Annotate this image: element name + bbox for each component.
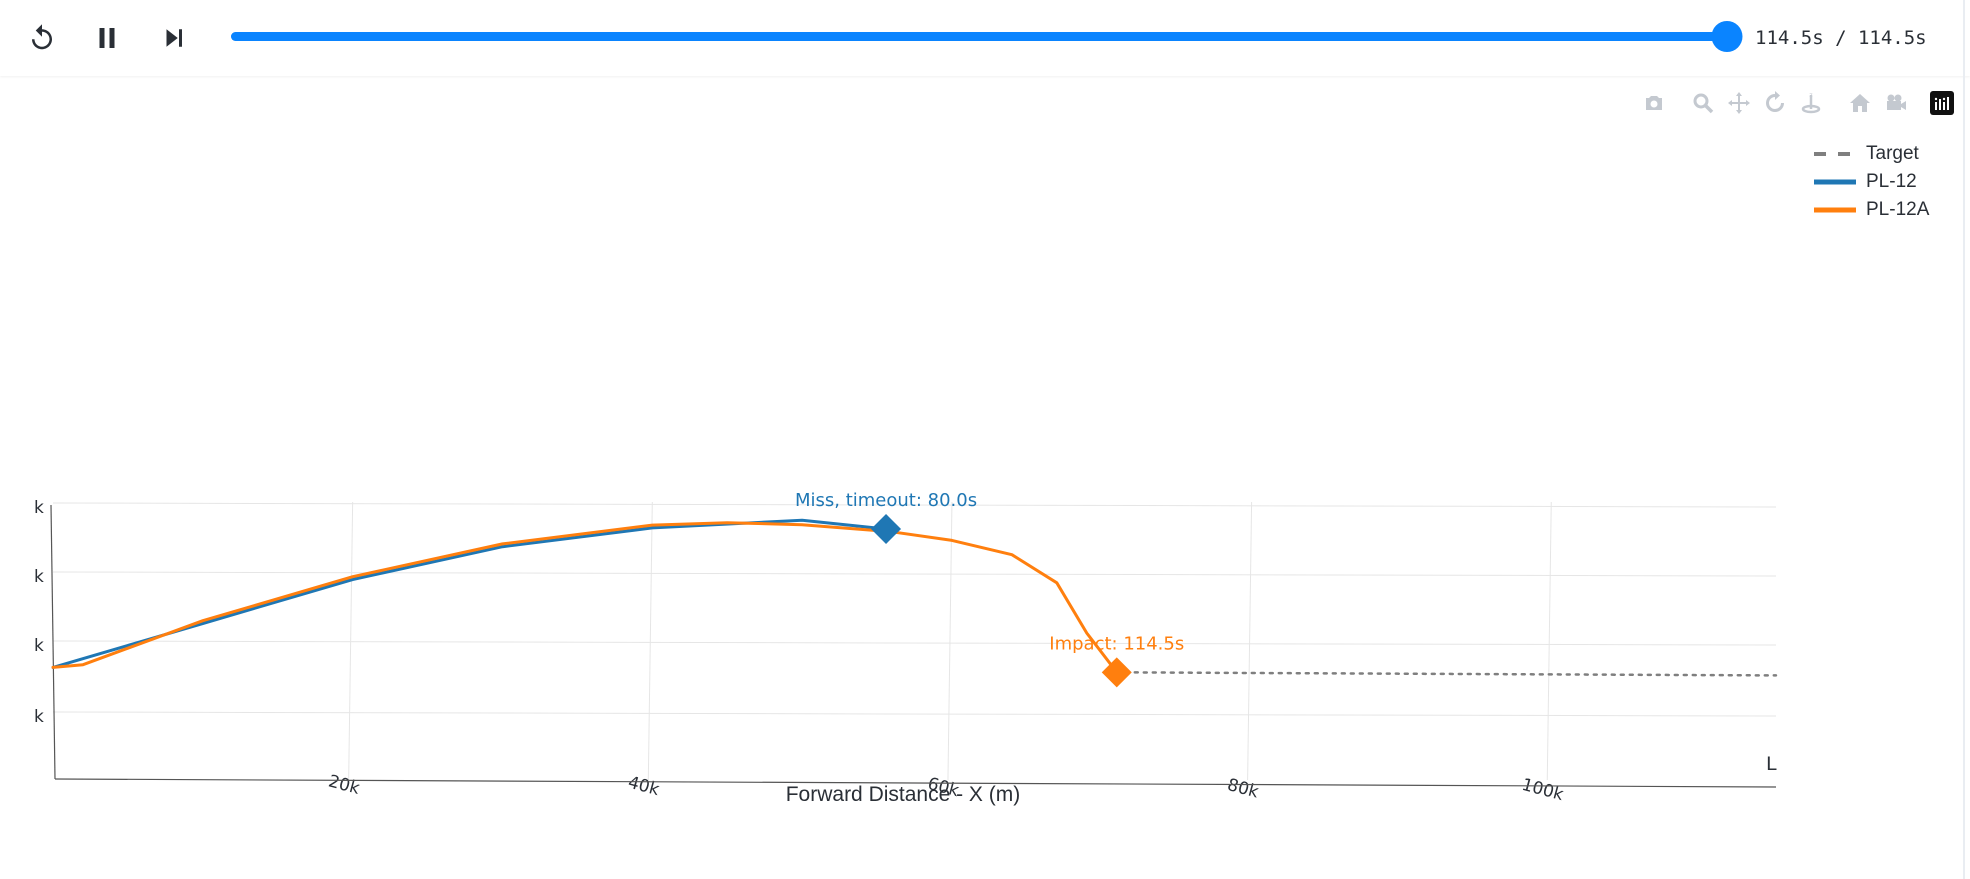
legend-label: PL-12 (1866, 171, 1917, 192)
pause-icon (99, 28, 115, 48)
legend-item-target[interactable]: Target (1812, 140, 1962, 168)
series-line-target (1115, 671, 1778, 677)
legend-label: Target (1866, 143, 1919, 164)
y-grid-line (52, 502, 1777, 508)
x-tick-label: 20k (326, 771, 362, 799)
chart-modebar: z (0, 89, 1970, 119)
y-grid-line (52, 711, 1777, 717)
page-scroll-edge (1963, 0, 1965, 879)
endpoint-annotation: Miss, timeout: 80.0s (795, 490, 977, 511)
x-tick-label: 40k (626, 773, 662, 801)
y-tick-label: k (34, 498, 44, 518)
legend-swatch (1814, 152, 1856, 156)
x-tick-label: 100k (1520, 775, 1566, 805)
skip-to-end-icon (166, 29, 182, 47)
time-readout: 114.5s / 114.5s (1755, 27, 1927, 49)
x-grid-line (647, 501, 653, 781)
reset-camera-icon[interactable] (1882, 89, 1910, 117)
camera-icon[interactable] (1640, 89, 1668, 117)
endpoint-marker (1101, 657, 1132, 688)
y-tick-label: k (34, 636, 44, 656)
y-grid-line (52, 640, 1777, 646)
pause-button[interactable] (87, 18, 127, 58)
zoom-icon[interactable] (1689, 89, 1717, 117)
home-icon[interactable] (1846, 89, 1874, 117)
legend-label: PL-12A (1866, 199, 1930, 220)
x-grid-line (947, 501, 953, 781)
endpoint-marker (871, 513, 902, 544)
x-grid-line (348, 501, 354, 781)
playback-toolbar: 114.5s / 114.5s (0, 0, 1970, 76)
skip-to-end-button[interactable] (154, 18, 194, 58)
y-grid-line (52, 571, 1777, 577)
pan-icon[interactable] (1725, 89, 1753, 117)
svg-text:z: z (1809, 92, 1812, 99)
plotly-logo-icon[interactable] (1928, 89, 1956, 117)
x-tick-label: 80k (1225, 775, 1261, 803)
series-line-pl-12a (51, 521, 1119, 674)
turntable-rotation-icon[interactable]: z (1797, 89, 1825, 117)
x-axis-line (54, 778, 1777, 788)
legend-swatch (1814, 179, 1856, 185)
legend-item-pl-12a[interactable]: PL-12A (1812, 196, 1962, 224)
x-axis-title: Forward Distance - X (m) (786, 783, 1021, 806)
orbit-rotation-icon[interactable] (1761, 89, 1789, 117)
time-slider-fill (231, 32, 1727, 41)
z-axis-corner-label: L (1766, 753, 1777, 775)
time-slider-thumb[interactable] (1711, 21, 1743, 52)
time-slider[interactable] (231, 21, 1743, 52)
x-grid-line (1546, 501, 1552, 781)
replay-icon (32, 24, 52, 50)
chart-legend: Target PL-12 PL-12A (1812, 140, 1962, 224)
legend-item-pl-12[interactable]: PL-12 (1812, 168, 1962, 196)
replay-button[interactable] (22, 18, 62, 58)
y-tick-label: k (34, 707, 44, 727)
x-grid-line (1247, 501, 1253, 781)
endpoint-annotation: Impact: 114.5s (1049, 633, 1184, 654)
legend-swatch (1814, 207, 1856, 213)
series-line-pl-12 (51, 518, 888, 669)
y-tick-label: k (34, 567, 44, 587)
y-axis-line (50, 504, 56, 780)
